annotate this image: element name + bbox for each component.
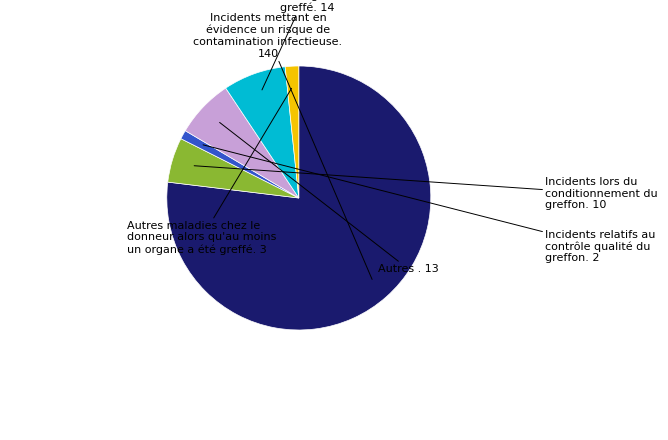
Text: Autres maladies chez le
donneur alors qu'au moins
un organe a été greffé. 3: Autres maladies chez le donneur alors qu… [127,88,291,254]
Wedge shape [185,88,299,198]
Wedge shape [285,66,299,198]
Wedge shape [167,66,431,330]
Text: Incidents relatifs au
contrôle qualité du
greffon. 2: Incidents relatifs au contrôle qualité d… [203,145,655,263]
Text: Pathologie maligne  chez
le donneur alors qu'au
moins un organe a été
greffé. 14: Pathologie maligne chez le donneur alors… [238,0,377,90]
Text: Autres . 13: Autres . 13 [220,122,439,274]
Wedge shape [181,131,299,198]
Wedge shape [168,139,299,198]
Text: Incidents lors du
conditionnement du
greffon. 10: Incidents lors du conditionnement du gre… [194,166,658,210]
Text: Incidents mettant en
évidence un risque de
contamination infectieuse.
140: Incidents mettant en évidence un risque … [194,13,372,279]
Wedge shape [226,67,299,198]
